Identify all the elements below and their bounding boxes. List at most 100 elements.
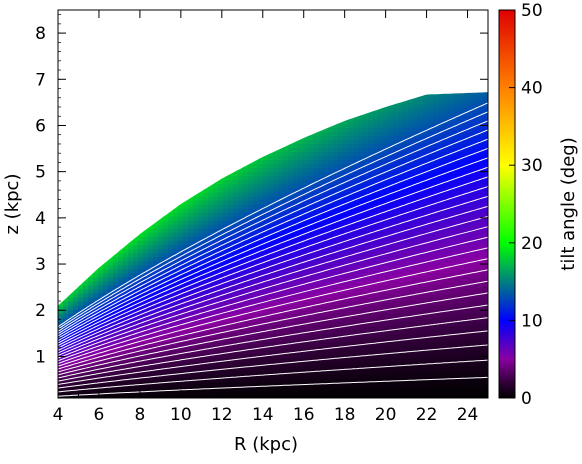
heatmap-cell [128, 260, 134, 266]
heatmap-cell [343, 317, 349, 322]
heatmap-cell [193, 305, 199, 310]
heatmap-cell [428, 183, 434, 189]
heatmap-cell [343, 325, 349, 330]
heatmap-cell [193, 325, 199, 330]
heatmap-cell [403, 329, 409, 334]
heatmap-cell [108, 325, 114, 330]
heatmap-cell [218, 309, 224, 314]
heatmap-cell [268, 329, 274, 334]
heatmap-cell [458, 381, 464, 387]
heatmap-cell [303, 159, 309, 165]
heatmap-cell [393, 244, 399, 250]
heatmap-cell [328, 195, 334, 201]
heatmap-cell [98, 389, 104, 395]
heatmap-cell [363, 381, 369, 387]
heatmap-cell [408, 321, 414, 326]
heatmap-cell [263, 301, 269, 306]
heatmap-cell [443, 272, 449, 278]
heatmap-cell [328, 147, 334, 153]
heatmap-cell [233, 224, 239, 229]
heatmap-cell [93, 329, 99, 334]
heatmap-cell [178, 341, 184, 347]
heatmap-cell [288, 333, 294, 338]
heatmap-cell [343, 345, 349, 351]
heatmap-cell [473, 171, 479, 177]
heatmap-cell [213, 187, 219, 193]
heatmap-cell [363, 361, 369, 367]
heatmap-cell [313, 143, 319, 149]
heatmap-cell [263, 171, 269, 177]
heatmap-cell [403, 151, 409, 157]
heatmap-cell [288, 252, 294, 258]
heatmap-cell [413, 131, 419, 136]
heatmap-cell [458, 228, 464, 233]
heatmap-cell [443, 373, 449, 379]
heatmap-cell [168, 252, 174, 258]
heatmap-cell [448, 381, 454, 387]
heatmap-cell [248, 179, 254, 185]
heatmap-cell [358, 317, 364, 322]
heatmap-cell [288, 240, 294, 246]
heatmap-cell [298, 143, 304, 149]
heatmap-cell [243, 240, 249, 246]
heatmap-cell [148, 232, 154, 237]
heatmap-cell [318, 171, 324, 177]
heatmap-cell [428, 115, 434, 120]
heatmap-cell [373, 123, 379, 128]
heatmap-cell [238, 353, 244, 359]
heatmap-cell [343, 280, 349, 286]
heatmap-cell [298, 179, 304, 185]
heatmap-cell [243, 244, 249, 250]
heatmap-cell [443, 288, 449, 294]
heatmap-cell [78, 305, 84, 310]
heatmap-cell [233, 373, 239, 379]
heatmap-cell [363, 357, 369, 363]
heatmap-cell [393, 256, 399, 262]
heatmap-cell [348, 119, 354, 124]
heatmap-cell [458, 296, 464, 302]
heatmap-cell [373, 276, 379, 282]
heatmap-cell [183, 373, 189, 379]
heatmap-cell [133, 353, 139, 359]
heatmap-cell [298, 317, 304, 322]
heatmap-cell [288, 143, 294, 149]
heatmap-cell [258, 232, 264, 237]
heatmap-cell [473, 252, 479, 258]
heatmap-cell [378, 216, 384, 221]
heatmap-cell [138, 248, 144, 254]
heatmap-cell [188, 393, 194, 398]
heatmap-cell [283, 361, 289, 367]
heatmap-cell [218, 280, 224, 286]
heatmap-cell [398, 292, 404, 298]
heatmap-cell [448, 377, 454, 383]
heatmap-cell [338, 357, 344, 363]
heatmap-cell [473, 111, 479, 116]
heatmap-cell [238, 276, 244, 282]
heatmap-cell [293, 389, 299, 395]
heatmap-cell [148, 357, 154, 363]
heatmap-cell [273, 248, 279, 254]
heatmap-cell [378, 272, 384, 278]
heatmap-cell [348, 264, 354, 270]
heatmap-cell [223, 317, 229, 322]
heatmap-cell [333, 139, 339, 144]
heatmap-cell [193, 208, 199, 213]
heatmap-cell [453, 296, 459, 302]
heatmap-cell [448, 167, 454, 173]
heatmap-cell [413, 349, 419, 355]
heatmap-cell [173, 276, 179, 282]
heatmap-cell [333, 175, 339, 181]
heatmap-cell [243, 361, 249, 367]
heatmap-cell [83, 288, 89, 294]
heatmap-cell [413, 276, 419, 282]
heatmap-cell [333, 159, 339, 165]
heatmap-cell [198, 292, 204, 298]
heatmap-cell [168, 248, 174, 254]
heatmap-cell [418, 296, 424, 302]
heatmap-cell [473, 131, 479, 136]
heatmap-cell [338, 276, 344, 282]
heatmap-cell [473, 276, 479, 282]
heatmap-cell [263, 204, 269, 209]
heatmap-cell [208, 232, 214, 237]
heatmap-cell [333, 135, 339, 140]
